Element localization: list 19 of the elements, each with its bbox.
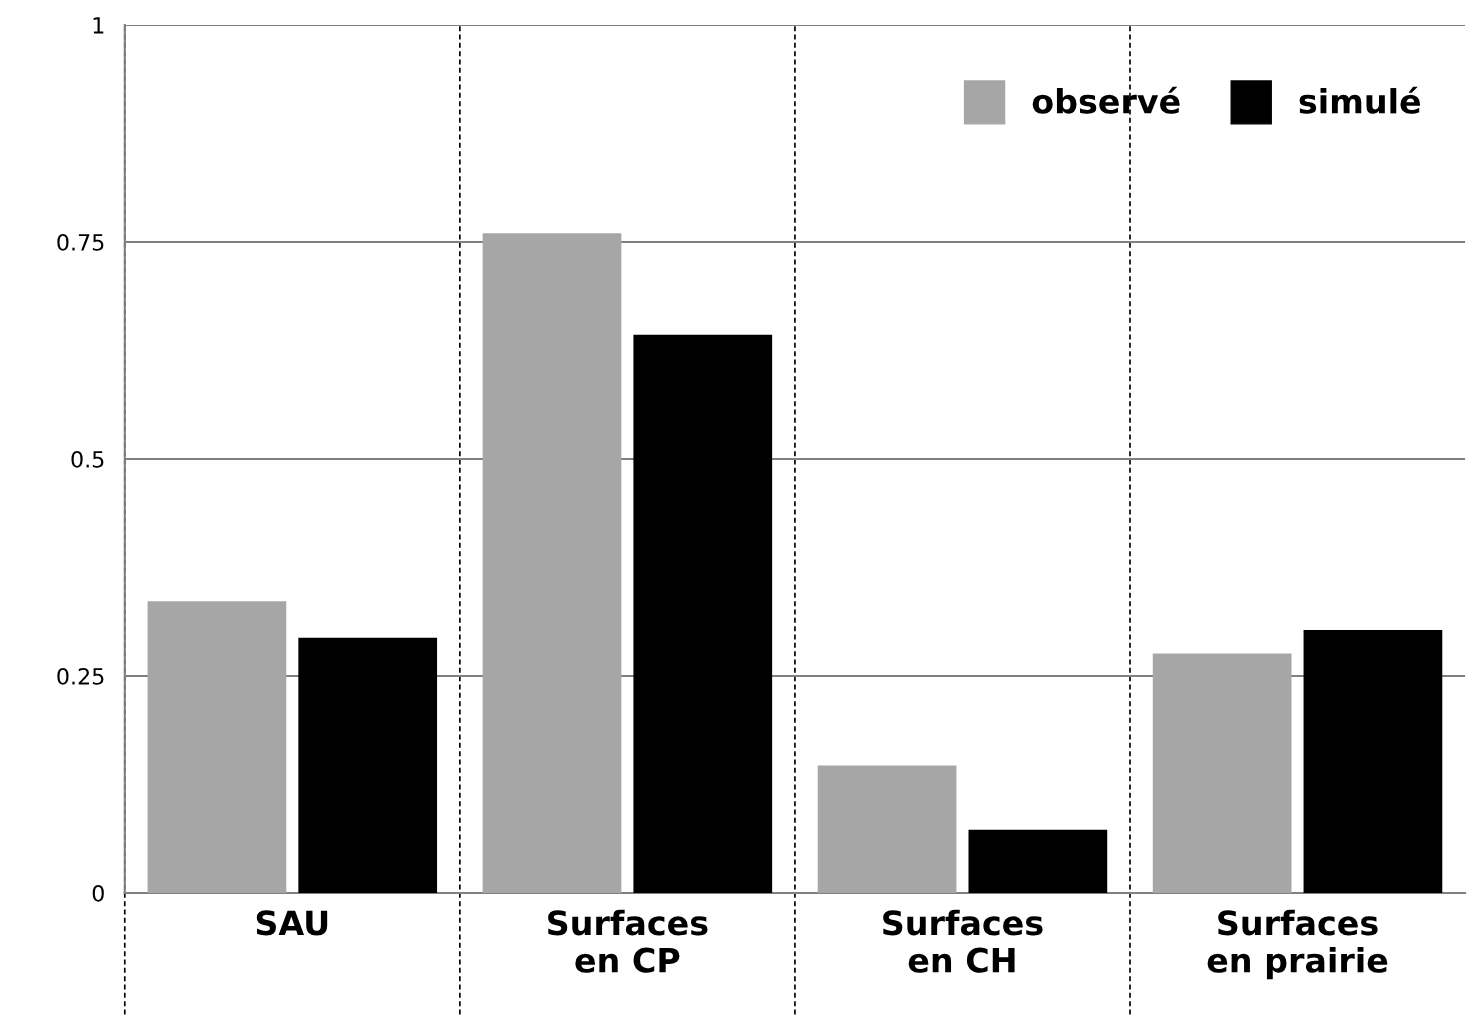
y-tick-label: 0.75 xyxy=(57,233,104,251)
x-tick-label: Surfaces en prairie xyxy=(1207,909,1388,980)
x-tick-label: Surfaces en CH xyxy=(883,909,1043,973)
y-tick-label: 1 xyxy=(93,17,104,34)
bar xyxy=(1152,653,1292,894)
y-tick-label: 0 xyxy=(92,884,104,902)
legend-label: simulé xyxy=(1299,86,1421,114)
y-tick-label: 0.25 xyxy=(57,667,104,685)
x-tick-label: SAU xyxy=(256,910,328,936)
bar xyxy=(1303,630,1443,894)
legend-label: observé xyxy=(1032,86,1180,114)
x-tick-label: Surfaces en CP xyxy=(548,909,708,973)
y-tick-label: 0.5 xyxy=(71,450,104,468)
bar xyxy=(968,829,1108,894)
bar xyxy=(633,334,773,894)
bar xyxy=(298,637,438,894)
bar xyxy=(482,233,622,894)
bar xyxy=(817,765,957,894)
bar xyxy=(147,601,287,894)
